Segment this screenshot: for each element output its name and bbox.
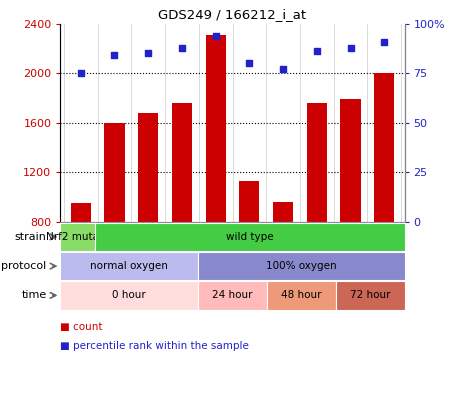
Bar <box>138 113 158 222</box>
Text: strain: strain <box>14 232 46 242</box>
Bar <box>71 203 91 222</box>
Text: time: time <box>21 290 46 301</box>
Text: 24 hour: 24 hour <box>212 290 253 301</box>
Bar <box>172 103 192 222</box>
Point <box>279 66 287 72</box>
Bar <box>239 181 259 222</box>
Text: 0 hour: 0 hour <box>113 290 146 301</box>
Text: normal oxygen: normal oxygen <box>90 261 168 271</box>
Text: 48 hour: 48 hour <box>281 290 322 301</box>
Point <box>246 60 253 67</box>
Text: protocol: protocol <box>1 261 47 271</box>
Point <box>178 44 186 51</box>
Text: Nrf2 mutant: Nrf2 mutant <box>46 232 110 242</box>
Bar <box>307 103 327 222</box>
Point <box>145 50 152 57</box>
Bar <box>374 73 394 222</box>
Point <box>347 44 354 51</box>
Text: 100% oxygen: 100% oxygen <box>266 261 337 271</box>
Title: GDS249 / 166212_i_at: GDS249 / 166212_i_at <box>159 8 306 21</box>
Bar <box>104 123 125 222</box>
Text: 72 hour: 72 hour <box>350 290 391 301</box>
Point <box>313 48 320 55</box>
Bar <box>340 99 361 222</box>
Bar <box>273 202 293 222</box>
Text: wild type: wild type <box>226 232 273 242</box>
Point <box>77 70 85 76</box>
Point <box>212 32 219 39</box>
Text: ■ count: ■ count <box>60 322 103 331</box>
Point <box>380 38 388 45</box>
Text: ■ percentile rank within the sample: ■ percentile rank within the sample <box>60 341 249 351</box>
Point <box>111 52 118 59</box>
Bar <box>206 35 226 222</box>
